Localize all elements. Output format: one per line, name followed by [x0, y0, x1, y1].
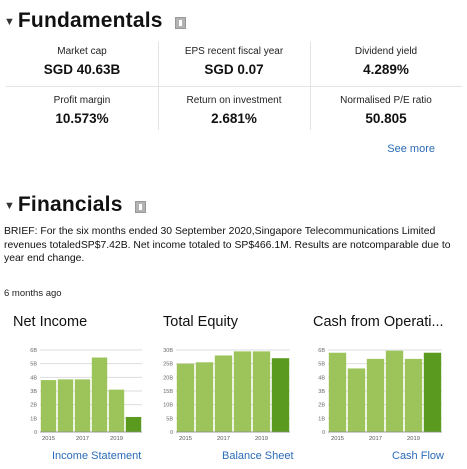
- metric-profit-margin: Profit margin 10.573%: [6, 88, 158, 135]
- x-tick-label: 2019: [110, 436, 123, 442]
- divider: [158, 42, 159, 130]
- y-tick-label: 5B: [30, 362, 37, 368]
- bar-2015[interactable]: [176, 363, 195, 432]
- y-tick-label: 5B: [318, 362, 325, 368]
- y-tick-label: 15B: [163, 389, 173, 395]
- x-tick-label: 2019: [407, 436, 420, 442]
- x-tick-label: 2015: [331, 436, 344, 442]
- bar-2017[interactable]: [214, 355, 233, 432]
- x-tick-label: 2017: [369, 436, 382, 442]
- metric-value: 10.573%: [55, 111, 109, 126]
- cash-from-operations-chart[interactable]: 0 1B 2B 3B 4B 5B 6B 2015 2017 2019: [314, 344, 444, 446]
- chart-title-net-income: Net Income: [13, 314, 88, 330]
- y-tick-label: 6B: [30, 348, 37, 354]
- divider: [310, 42, 311, 130]
- net-income-chart[interactable]: 0 1B 2B 3B 4B 5B 6B 2015 2017 2019: [20, 344, 144, 446]
- fundamentals-header[interactable]: ▼ Fundamentals: [4, 9, 186, 33]
- chart-title-cash-from-operations: Cash from Operati...: [313, 314, 444, 330]
- bar-2019[interactable]: [404, 358, 423, 432]
- metric-pe-ratio: Normalised P/E ratio 50.805: [310, 88, 462, 135]
- metric-eps: EPS recent fiscal year SGD 0.07: [158, 39, 310, 86]
- y-tick-label: 2B: [30, 403, 37, 409]
- see-more-link[interactable]: See more: [387, 143, 435, 155]
- metric-value: SGD 0.07: [204, 62, 264, 77]
- bar-2017[interactable]: [74, 379, 91, 432]
- x-tick-label: 2017: [217, 436, 230, 442]
- bar-2015[interactable]: [40, 380, 57, 432]
- bar-2016[interactable]: [347, 368, 366, 432]
- metric-label: Profit margin: [53, 95, 111, 106]
- y-tick-label: 1B: [318, 416, 325, 422]
- metric-value: 50.805: [365, 111, 407, 126]
- total-equity-chart[interactable]: 0 5B 10B 15B 20B 25B 30B 2015 2017 2019: [162, 344, 292, 446]
- y-tick-label: 1B: [30, 416, 37, 422]
- bar-2016[interactable]: [57, 379, 74, 432]
- bar-2020[interactable]: [125, 416, 142, 432]
- bar-2018[interactable]: [385, 350, 404, 432]
- bar-2018[interactable]: [233, 351, 252, 432]
- info-icon[interactable]: [134, 201, 146, 213]
- cash-flow-link[interactable]: Cash Flow: [392, 450, 444, 462]
- metric-roi: Return on investment 2.681%: [158, 88, 310, 135]
- info-icon[interactable]: [174, 17, 186, 29]
- metric-market-cap: Market cap SGD 40.63B: [6, 39, 158, 86]
- x-tick-label: 2019: [255, 436, 268, 442]
- y-tick-label: 4B: [318, 375, 325, 381]
- y-tick-label: 10B: [163, 403, 173, 409]
- x-tick-label: 2017: [76, 436, 89, 442]
- x-tick-label: 2015: [179, 436, 192, 442]
- bar-2017[interactable]: [366, 358, 385, 432]
- income-statement-link[interactable]: Income Statement: [52, 450, 142, 462]
- y-tick-label: 6B: [318, 348, 325, 354]
- y-tick-label: 4B: [30, 375, 37, 381]
- y-tick-label: 3B: [318, 389, 325, 395]
- bar-2019[interactable]: [252, 351, 271, 432]
- metric-value: 4.289%: [363, 62, 409, 77]
- fundamentals-title: Fundamentals: [17, 9, 163, 32]
- metric-value: 2.681%: [211, 111, 257, 126]
- metric-label: Return on investment: [186, 95, 282, 106]
- y-tick-label: 2B: [318, 403, 325, 409]
- chart-title-total-equity: Total Equity: [163, 314, 238, 330]
- y-tick-label: 20B: [163, 375, 173, 381]
- y-tick-label: 0: [322, 430, 325, 436]
- metric-label: Dividend yield: [354, 46, 418, 57]
- bar-2015[interactable]: [328, 352, 347, 432]
- collapse-caret-icon[interactable]: ▼: [4, 200, 15, 212]
- divider: [6, 86, 462, 87]
- y-tick-label: 5B: [166, 416, 173, 422]
- collapse-caret-icon[interactable]: ▼: [4, 16, 15, 28]
- timestamp: 6 months ago: [4, 288, 62, 299]
- metric-label: EPS recent fiscal year: [184, 46, 284, 57]
- x-tick-label: 2015: [42, 436, 55, 442]
- bar-2016[interactable]: [195, 362, 214, 432]
- metric-value: SGD 40.63B: [43, 62, 121, 77]
- y-tick-label: 3B: [30, 389, 37, 395]
- bar-2019[interactable]: [108, 389, 125, 432]
- balance-sheet-link[interactable]: Balance Sheet: [222, 450, 294, 462]
- bar-2020[interactable]: [271, 358, 290, 432]
- financials-header[interactable]: ▼ Financials: [4, 193, 146, 217]
- y-tick-label: 25B: [163, 362, 173, 368]
- fundamentals-metrics: Market cap SGD 40.63B EPS recent fiscal …: [6, 39, 462, 133]
- y-tick-label: 0: [34, 430, 37, 436]
- bar-2020[interactable]: [423, 352, 442, 432]
- metric-label: Market cap: [57, 46, 107, 57]
- financials-title: Financials: [17, 193, 123, 216]
- financials-brief: BRIEF: For the six months ended 30 Septe…: [4, 226, 451, 265]
- y-tick-label: 30B: [163, 348, 173, 354]
- bar-2018[interactable]: [91, 357, 108, 432]
- y-tick-label: 0: [170, 430, 173, 436]
- metric-label: Normalised P/E ratio: [340, 95, 432, 106]
- metric-dividend-yield: Dividend yield 4.289%: [310, 39, 462, 86]
